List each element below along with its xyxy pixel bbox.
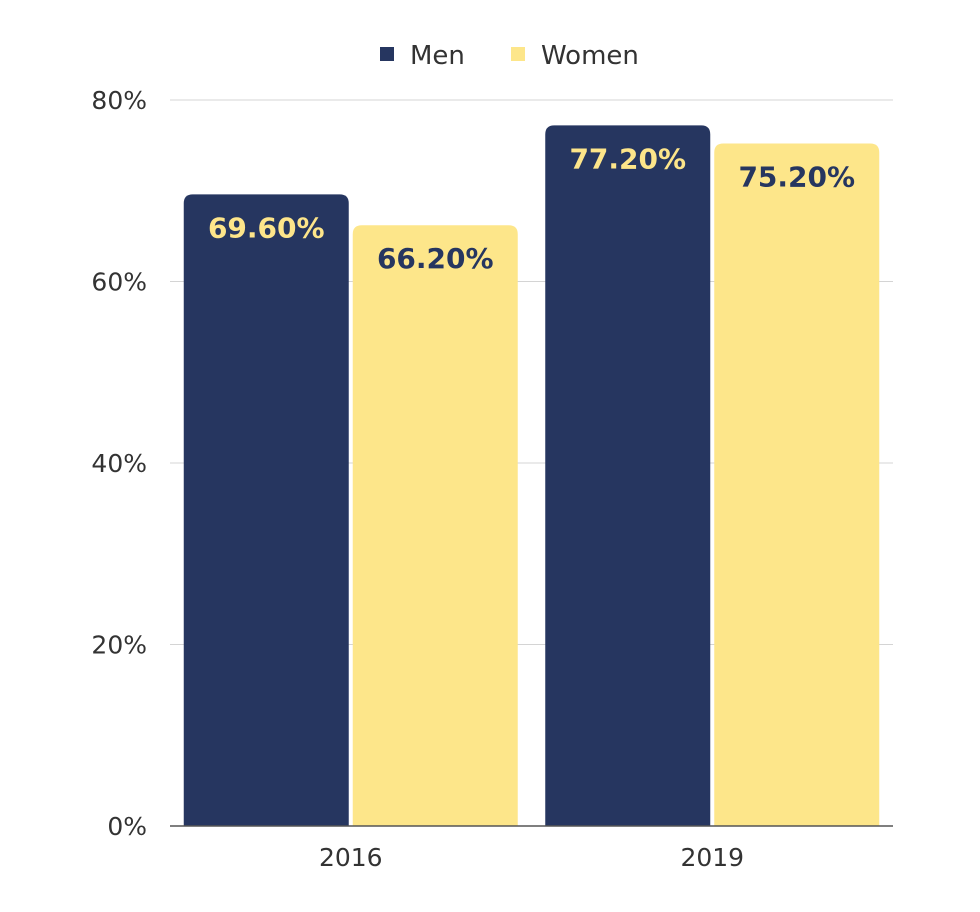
x-axis-ticks: 2016 2019	[319, 843, 744, 872]
x-tick-label: 2019	[680, 843, 744, 872]
data-labels: 69.60% 66.20% 77.20% 75.20%	[208, 142, 855, 275]
bar-men-2016	[183, 194, 349, 826]
legend-label: Women	[541, 41, 639, 71]
data-label: 69.60%	[208, 211, 325, 244]
data-label: 66.20%	[377, 242, 494, 275]
y-tick-label: 0%	[107, 812, 147, 841]
y-tick-label: 20%	[91, 631, 147, 660]
y-tick-label: 60%	[91, 268, 147, 297]
legend-swatch	[380, 47, 394, 61]
y-tick-label: 80%	[91, 86, 147, 115]
y-tick-label: 40%	[91, 449, 147, 478]
legend-swatch	[511, 47, 525, 61]
y-axis-ticks: 0% 20% 40% 60% 80%	[91, 86, 147, 841]
data-label: 75.20%	[738, 161, 855, 194]
bar-women-2019	[714, 143, 880, 826]
bar-men-2019	[545, 125, 711, 826]
x-tick-label: 2016	[319, 843, 383, 872]
bar-women-2016	[352, 225, 518, 827]
data-label: 77.20%	[569, 142, 686, 175]
bars	[183, 125, 880, 827]
legend-label: Men	[410, 41, 465, 71]
legend: Men Women	[380, 41, 639, 71]
